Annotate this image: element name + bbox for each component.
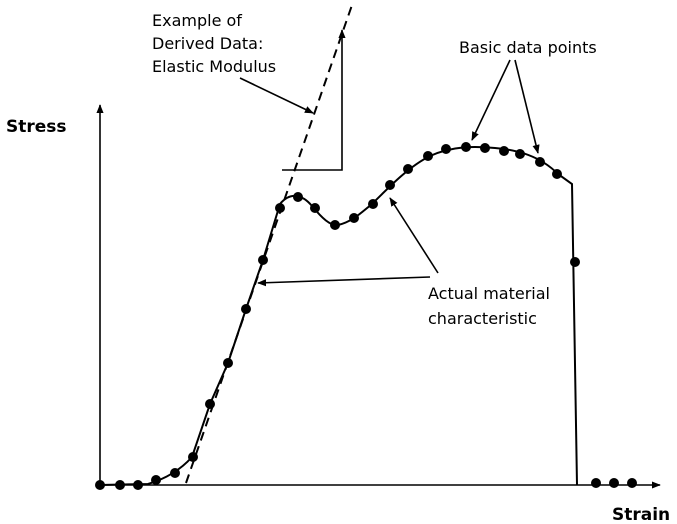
data-point (385, 180, 395, 190)
data-point (95, 480, 105, 490)
data-point (223, 358, 233, 368)
material-characteristic-label: Actual material characteristic (428, 284, 555, 328)
material-arrow-up (389, 197, 439, 274)
x-axis-label: Strain (612, 505, 670, 524)
derived-data-pointer (239, 77, 314, 114)
basic-points-arrow-left (471, 59, 511, 141)
derived-data-bracket (282, 29, 346, 171)
data-point (349, 213, 359, 223)
data-point (310, 203, 320, 213)
material-arrow-left (257, 276, 431, 287)
data-point (170, 468, 180, 478)
elastic-modulus-line (185, 4, 353, 484)
data-point (205, 399, 215, 409)
data-point (330, 220, 340, 230)
material-line-2: characteristic (428, 309, 537, 328)
data-point (368, 199, 378, 209)
data-point (241, 304, 251, 314)
material-line-1: Actual material (428, 284, 550, 303)
derived-data-line-1: Example of (152, 11, 242, 30)
derived-data-line-3: Elastic Modulus (152, 57, 276, 76)
data-point (403, 164, 413, 174)
data-point (151, 475, 161, 485)
data-point (275, 203, 285, 213)
data-point (535, 157, 545, 167)
data-point (423, 151, 433, 161)
data-point (515, 149, 525, 159)
basic-data-points-label: Basic data points (459, 38, 597, 57)
data-point (293, 192, 303, 202)
data-point (627, 478, 637, 488)
data-point (499, 146, 509, 156)
data-point (188, 452, 198, 462)
data-point (441, 144, 451, 154)
data-point (480, 143, 490, 153)
derived-data-label: Example of Derived Data: Elastic Modulus (152, 11, 276, 76)
data-point (570, 257, 580, 267)
data-point (258, 255, 268, 265)
data-point (552, 169, 562, 179)
derived-data-line-2: Derived Data: (152, 34, 263, 53)
data-point (461, 142, 471, 152)
data-point (115, 480, 125, 490)
data-points (95, 142, 637, 490)
data-point (609, 478, 619, 488)
basic-points-arrow-right (514, 59, 540, 154)
data-point (591, 478, 601, 488)
data-point (133, 480, 143, 490)
y-axis-label: Stress (6, 117, 67, 137)
